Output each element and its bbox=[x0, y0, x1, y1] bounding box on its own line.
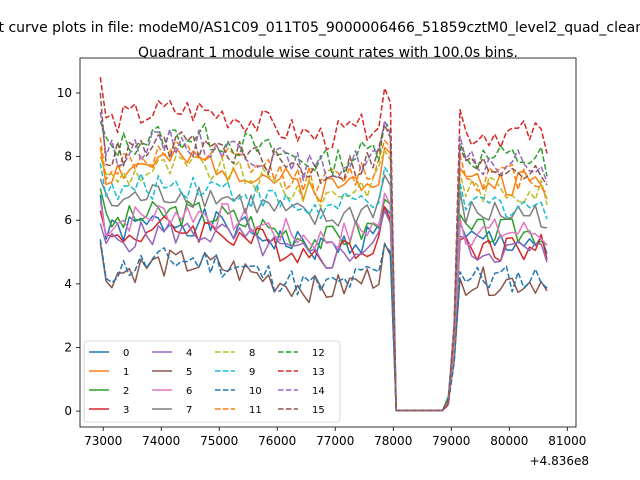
y-tick-label: 6 bbox=[64, 213, 72, 227]
y-tick-label: 8 bbox=[64, 150, 72, 164]
legend-label-10: 10 bbox=[249, 386, 262, 397]
series-9-line bbox=[99, 162, 548, 412]
x-tick-label: 75000 bbox=[200, 434, 238, 448]
legend-label-0: 0 bbox=[123, 348, 129, 359]
legend-label-5: 5 bbox=[186, 367, 192, 378]
y-tick-label: 4 bbox=[64, 277, 72, 291]
series-layer bbox=[99, 76, 548, 412]
legend-label-4: 4 bbox=[186, 348, 192, 359]
y-tick-label: 10 bbox=[57, 86, 72, 100]
y-tick-label: 0 bbox=[64, 404, 72, 418]
legend-label-2: 2 bbox=[123, 386, 129, 397]
legend-label-8: 8 bbox=[249, 348, 255, 359]
legend-label-13: 13 bbox=[312, 367, 325, 378]
legend-label-9: 9 bbox=[249, 367, 255, 378]
y-axis: 0 2 4 6 8 10 bbox=[57, 86, 80, 418]
x-axis-offset-label: +4.836e8 bbox=[530, 454, 589, 468]
legend-label-3: 3 bbox=[123, 405, 129, 416]
x-tick-label: 81000 bbox=[548, 434, 586, 448]
x-axis: 73000 74000 75000 76000 77000 78000 79000 80000… bbox=[84, 427, 586, 448]
series-4-line bbox=[99, 209, 548, 412]
legend-label-12: 12 bbox=[312, 348, 325, 359]
x-tick-label: 79000 bbox=[432, 434, 470, 448]
legend-label-11: 11 bbox=[249, 405, 262, 416]
legend-label-7: 7 bbox=[186, 405, 192, 416]
chart-title: Quadrant 1 module wise count rates with … bbox=[138, 45, 518, 61]
legend-label-1: 1 bbox=[123, 367, 129, 378]
legend-label-6: 6 bbox=[186, 386, 192, 397]
y-tick-label: 2 bbox=[64, 340, 72, 354]
legend-label-14: 14 bbox=[312, 386, 325, 397]
x-tick-label: 77000 bbox=[316, 434, 354, 448]
series-7-line bbox=[99, 174, 548, 412]
plot-frame bbox=[79, 57, 577, 428]
series-5-line bbox=[99, 242, 548, 412]
series-15-line bbox=[99, 92, 548, 412]
x-tick-label: 80000 bbox=[490, 434, 528, 448]
series-10-line bbox=[99, 239, 548, 412]
x-tick-label: 73000 bbox=[84, 434, 122, 448]
series-13-line bbox=[99, 76, 548, 412]
series-14-line bbox=[99, 112, 548, 412]
series-12-line bbox=[99, 121, 548, 412]
x-tick-label: 76000 bbox=[258, 434, 296, 448]
figure-suptitle: Light curve plots in file: modeM0/AS1C09… bbox=[0, 20, 640, 36]
legend-label-15: 15 bbox=[312, 405, 325, 416]
series-6-line bbox=[99, 192, 548, 412]
series-11-line bbox=[99, 137, 548, 412]
x-tick-label: 78000 bbox=[374, 434, 412, 448]
x-tick-label: 74000 bbox=[142, 434, 180, 448]
legend-frame bbox=[83, 340, 341, 423]
